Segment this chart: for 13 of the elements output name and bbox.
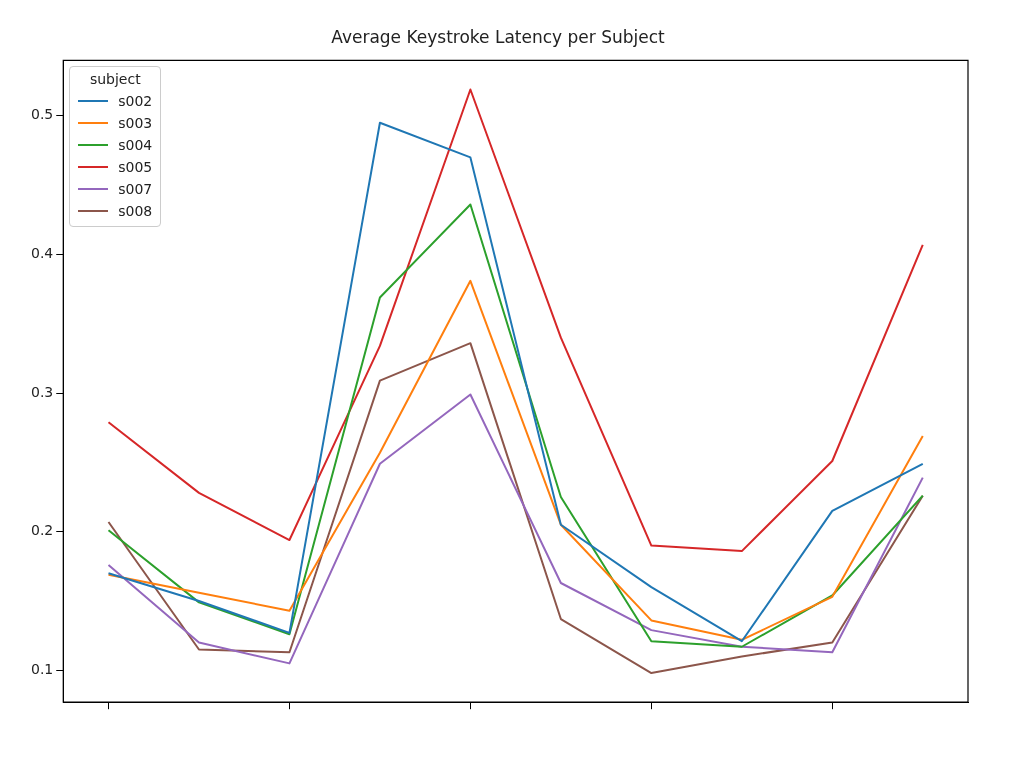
chart-title: Average Keystroke Latency per Subject [331, 26, 666, 47]
legend-label: s008 [118, 203, 153, 220]
legend-label: s003 [118, 115, 153, 132]
legend-label: s004 [118, 137, 153, 154]
legend-label: s005 [118, 159, 153, 176]
legend-label: s007 [118, 181, 153, 198]
legend-label: s002 [118, 93, 153, 110]
y-tick-label: 0.5 [31, 106, 54, 123]
y-tick-label: 0.4 [31, 245, 54, 262]
y-tick-label: 0.2 [31, 522, 54, 539]
legend-title: subject [88, 71, 142, 88]
y-tick-label: 0.3 [31, 383, 54, 400]
y-tick-label: 0.1 [31, 660, 54, 677]
